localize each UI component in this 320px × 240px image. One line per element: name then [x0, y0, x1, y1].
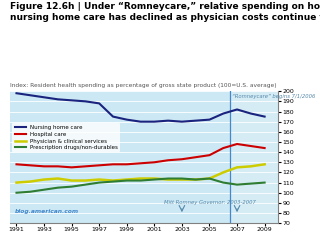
Legend: Nursing home care, Hospital care, Physician & clinical services, Prescription dr: Nursing home care, Hospital care, Physic…: [12, 123, 120, 152]
Text: “Romneycare” begins 7/1/2006: “Romneycare” begins 7/1/2006: [232, 94, 316, 99]
Text: blog.american.com: blog.american.com: [15, 209, 79, 214]
Text: Mitt Romney Governor: 2003-2007: Mitt Romney Governor: 2003-2007: [164, 200, 255, 205]
Bar: [230, 91, 278, 223]
Text: Index: Resident health spending as percentage of gross state product (100=U.S. a: Index: Resident health spending as perce…: [10, 83, 276, 88]
Text: Figure 12.6h | Under “Romneycare,” relative spending on hospital and
nursing hom: Figure 12.6h | Under “Romneycare,” relat…: [10, 2, 320, 23]
